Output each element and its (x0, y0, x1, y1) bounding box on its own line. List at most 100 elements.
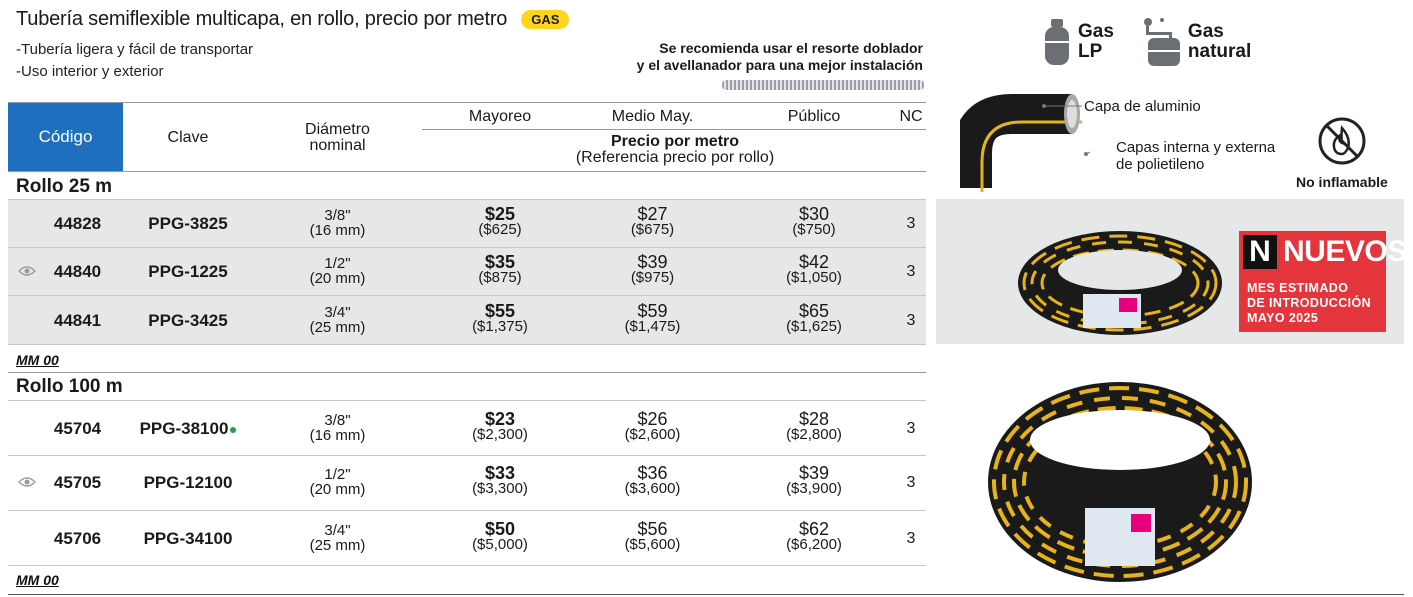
row-divider (8, 295, 926, 296)
eye-icon[interactable] (18, 265, 36, 277)
eye-icon[interactable] (18, 476, 36, 488)
price-header-divider (422, 129, 926, 130)
price-publico: $42 ($1,050) (786, 252, 842, 286)
column-header-publico: Público (787, 108, 841, 125)
section-title-rollo-100: Rollo 100 m (16, 376, 123, 397)
new-item-dot (230, 426, 237, 433)
column-header-codigo: Código (8, 103, 123, 171)
row-diameter: 1/2" (20 mm) (309, 466, 366, 498)
price-mayoreo: $55 ($1,375) (472, 301, 528, 335)
price-medio-may: $59 ($1,475) (624, 301, 681, 335)
hose-layers-image (960, 94, 1082, 192)
price-publico: $30 ($750) (792, 204, 836, 238)
row-nc: 3 (906, 263, 916, 280)
gas-type-natural: Gas natural (1140, 14, 1251, 70)
price-medio-may: $27 ($675) (630, 204, 675, 238)
layer-callout-lines (1042, 104, 1090, 156)
gas-cylinder-icon (1045, 19, 1069, 65)
row-clave: PPG-34100 (143, 529, 233, 548)
row-diameter: 3/8" (16 mm) (309, 412, 366, 444)
price-mayoreo: $35 ($875) (478, 252, 522, 286)
row-nc: 3 (906, 474, 916, 491)
header-bottom-line (8, 171, 926, 172)
price-per-meter-note: Precio por metro (Referencia precio por … (575, 133, 775, 166)
row-nc: 3 (906, 215, 916, 232)
row-clave: PPG-3425 (148, 311, 228, 330)
row-nc: 3 (906, 312, 916, 329)
layer-label-aluminum: Capa de aluminio (1084, 98, 1201, 115)
price-medio-may: $26 ($2,600) (624, 409, 681, 443)
price-publico: $65 ($1,625) (786, 301, 842, 335)
row-divider (8, 510, 926, 511)
row-divider (8, 455, 926, 456)
non-flammable-label: No inflamable (1296, 174, 1388, 190)
nuevos-letter: N (1243, 235, 1277, 269)
price-publico: $62 ($6,200) (786, 519, 842, 553)
price-medio-may: $36 ($3,600) (624, 463, 681, 497)
row-divider (8, 565, 926, 566)
nuevos-word: NUEVOS (1283, 235, 1407, 268)
section-band (8, 199, 926, 344)
section-title-rollo-25: Rollo 25 m (16, 176, 113, 197)
non-flammable-icon (1318, 117, 1366, 165)
page-title: Tubería semiflexible multicapa, en rollo… (16, 7, 508, 30)
price-publico: $39 ($3,900) (786, 463, 842, 497)
row-clave: PPG-38100 (124, 420, 252, 437)
row-nc: 3 (906, 530, 916, 547)
column-header-clave: Clave (167, 129, 209, 146)
mm-badge: MM 00 (16, 352, 59, 368)
title-row: Tubería semiflexible multicapa, en rollo… (16, 6, 570, 32)
recommendation-line: y el avellanador para una mejor instalac… (636, 57, 923, 73)
row-code[interactable]: 45705 (53, 473, 102, 492)
section-divider (8, 372, 926, 373)
row-clave: PPG-1225 (148, 262, 228, 281)
row-diameter: 3/8" (16 mm) (309, 207, 366, 239)
row-code[interactable]: 44828 (53, 214, 102, 233)
mm-badge: MM 00 (16, 572, 59, 588)
bending-spring-image (722, 80, 924, 90)
row-clave: PPG-12100 (143, 473, 233, 492)
header-top-line (8, 102, 926, 103)
row-diameter: 3/4" (25 mm) (309, 304, 366, 336)
row-nc: 3 (906, 420, 916, 437)
bottom-rule (8, 594, 1404, 595)
row-clave: PPG-3825 (148, 214, 228, 233)
price-medio-may: $56 ($5,600) (624, 519, 681, 553)
price-mayoreo: $25 ($625) (478, 204, 522, 238)
price-mayoreo: $23 ($2,300) (472, 409, 528, 443)
row-divider (8, 400, 926, 401)
nuevos-date: MES ESTIMADO DE INTRODUCCIÓN MAYO 2025 (1247, 281, 1372, 325)
nuevos-badge: N NUEVOS MES ESTIMADO DE INTRODUCCIÓN MAYO… (1239, 231, 1407, 332)
hose-coil-25m-image (1018, 231, 1222, 335)
gas-meter-icon (1143, 18, 1180, 66)
price-medio-may: $39 ($975) (630, 252, 675, 286)
price-mayoreo: $33 ($3,300) (472, 463, 528, 497)
row-code[interactable]: 44841 (53, 311, 102, 330)
row-diameter: 3/4" (25 mm) (309, 522, 366, 554)
feature-bullets: -Tubería ligera y fácil de transportar -… (16, 39, 253, 83)
column-header-diametro: Diámetro nominal (305, 121, 370, 154)
recommendation-line: Se recomienda usar el resorte doblador (659, 40, 923, 56)
price-publico: $28 ($2,800) (786, 409, 842, 443)
gas-badge: GAS (521, 9, 570, 29)
gas-type-label: Gas LP (1078, 21, 1114, 62)
column-header-mayoreo: Mayoreo (468, 108, 532, 125)
row-divider (8, 344, 926, 345)
bullet-item: -Uso interior y exterior (16, 63, 164, 80)
price-mayoreo: $50 ($5,000) (472, 519, 528, 553)
row-divider (8, 199, 926, 200)
bullet-item: -Tubería ligera y fácil de transportar (16, 41, 254, 58)
layer-label-polyethylene: Capas interna y externa de polietileno (1116, 139, 1276, 173)
row-code[interactable]: 45706 (53, 529, 102, 548)
hose-coil-100m-image (988, 382, 1252, 582)
recommendation-note: Se recomienda usar el resorte doblador y… (637, 40, 923, 74)
gas-type-label: Gas natural (1187, 21, 1252, 62)
gas-type-lp: Gas LP (1042, 14, 1114, 70)
row-code[interactable]: 45704 (53, 419, 102, 438)
row-code[interactable]: 44840 (53, 262, 102, 281)
row-diameter: 1/2" (20 mm) (309, 255, 366, 287)
column-header-nc: NC (899, 108, 923, 125)
row-divider (8, 247, 926, 248)
gas-types: Gas LP Gas natural (1042, 14, 1251, 70)
column-header-medio-may: Medio May. (611, 108, 694, 125)
